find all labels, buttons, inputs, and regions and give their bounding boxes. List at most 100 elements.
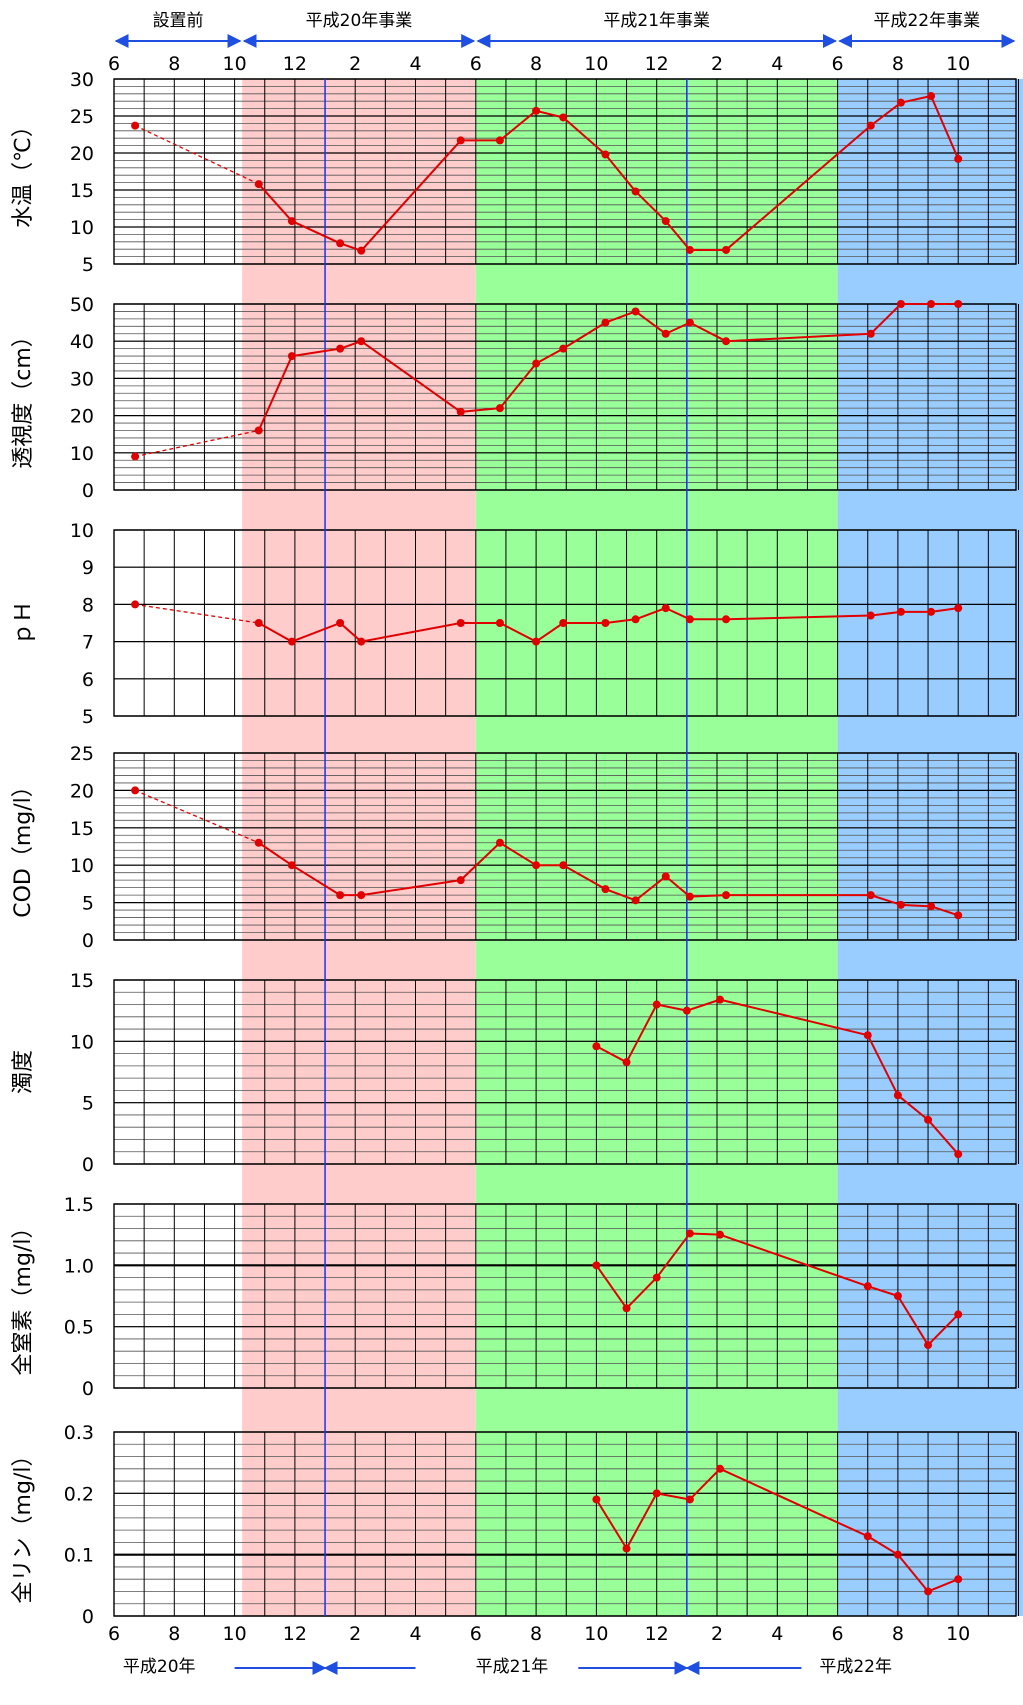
series-segment: [595, 1498, 628, 1550]
data-point: [685, 1229, 694, 1238]
data-point: [954, 1150, 963, 1159]
top-month-label-11: 4: [771, 53, 783, 75]
series-segment: [562, 116, 607, 156]
year-label-2: 平成22年: [819, 1657, 892, 1677]
bottom-month-label-7: 8: [530, 1623, 542, 1645]
bottom-month-label-4: 2: [349, 1623, 361, 1645]
y-tick-label: 5: [82, 1093, 94, 1115]
series-segment: [665, 875, 691, 898]
data-point: [254, 426, 263, 435]
data-point: [927, 607, 936, 616]
series-segment: [291, 347, 341, 358]
y-tick-label: 0: [82, 1154, 94, 1176]
series-segment: [604, 153, 637, 193]
top-month-label-6: 6: [470, 53, 482, 75]
series-segment: [867, 1535, 899, 1556]
panel-ph: [113, 529, 1019, 717]
series-segment: [499, 841, 537, 867]
series-segment: [535, 622, 564, 643]
phase-band-0: [114, 79, 243, 1616]
data-point: [685, 892, 694, 901]
series-segment: [870, 303, 902, 335]
series-segment: [634, 190, 667, 222]
series-segment: [656, 1003, 688, 1012]
data-point: [896, 300, 905, 308]
data-point: [661, 217, 670, 226]
data-point: [652, 1000, 661, 1009]
data-point: [685, 1495, 694, 1504]
label-layer: 設置前 平成20年事業 平成21年事業 平成22年事業 6 6 8 8 10 10 12 12 2 2 4 4…: [11, 11, 1016, 1677]
series-segment: [535, 347, 564, 365]
top-month-label-9: 12: [645, 53, 669, 75]
series-segment: [499, 362, 537, 409]
data-point: [631, 615, 640, 624]
top-month-label-1: 8: [168, 53, 180, 75]
top-month-label-14: 10: [946, 53, 970, 75]
data-point: [592, 1261, 601, 1270]
y-tick-label: 15: [70, 970, 94, 992]
y-tick-label: 20: [70, 143, 94, 165]
series-segment: [595, 1045, 628, 1064]
series-segment: [625, 1276, 658, 1309]
series-segment: [927, 1578, 959, 1593]
data-point: [287, 352, 296, 361]
series-segment: [897, 1094, 929, 1121]
data-point: [254, 619, 263, 627]
bottom-month-label-3: 12: [283, 1623, 307, 1645]
bottom-month-label-5: 4: [409, 1623, 421, 1645]
series-segment: [460, 842, 501, 881]
data-point: [601, 885, 610, 894]
series-segment: [635, 607, 667, 621]
data-point: [896, 98, 905, 107]
series-segment: [689, 894, 727, 898]
data-point: [716, 1464, 725, 1473]
data-point: [924, 1587, 933, 1596]
panel-cod: [113, 752, 1019, 941]
data-point: [601, 150, 610, 159]
series-segment: [634, 310, 667, 335]
series-segment: [930, 95, 960, 160]
y-axis-label-water-temp: 水温（℃）: [11, 115, 36, 228]
series-segment: [897, 1295, 929, 1346]
panel-frame: [113, 529, 1017, 717]
data-point: [866, 891, 875, 900]
data-point: [254, 838, 263, 847]
series-segment-dashed: [134, 429, 259, 458]
y-tick-label: 5: [82, 706, 94, 728]
series-segment: [257, 355, 293, 431]
bottom-month-label-14: 10: [946, 1623, 970, 1645]
data-point: [456, 876, 465, 885]
series-segment: [719, 998, 868, 1037]
series-segment: [360, 139, 462, 252]
data-point: [357, 891, 366, 900]
data-point: [357, 246, 366, 255]
series-segment: [291, 220, 341, 245]
data-point: [601, 318, 610, 327]
data-point: [927, 300, 936, 308]
data-point: [866, 611, 875, 620]
y-tick-label: 1.0: [64, 1255, 94, 1277]
y-axis-label-turbidity: 濁度: [11, 1050, 36, 1094]
data-point: [863, 1532, 872, 1541]
data-point: [532, 861, 541, 870]
data-point: [866, 121, 875, 130]
series-segment: [686, 998, 721, 1012]
phase-background-layer: [114, 79, 1023, 1616]
bottom-month-label-8: 10: [584, 1623, 608, 1645]
panel-frame: [113, 1203, 1017, 1389]
data-point: [661, 329, 670, 338]
data-point: [722, 891, 731, 900]
series-segment: [595, 1264, 628, 1309]
data-point: [559, 113, 568, 122]
series-segment: [361, 879, 461, 897]
phase-label-2: 平成21年事業: [603, 11, 710, 31]
series-transparency: [131, 300, 963, 461]
data-point: [336, 619, 345, 627]
bottom-month-label-10: 2: [711, 1623, 723, 1645]
series-segment: [605, 310, 636, 324]
y-tick-label: 25: [70, 743, 94, 765]
y-tick-label: 15: [70, 180, 94, 202]
series-segment: [460, 407, 501, 413]
data-point: [954, 604, 963, 613]
